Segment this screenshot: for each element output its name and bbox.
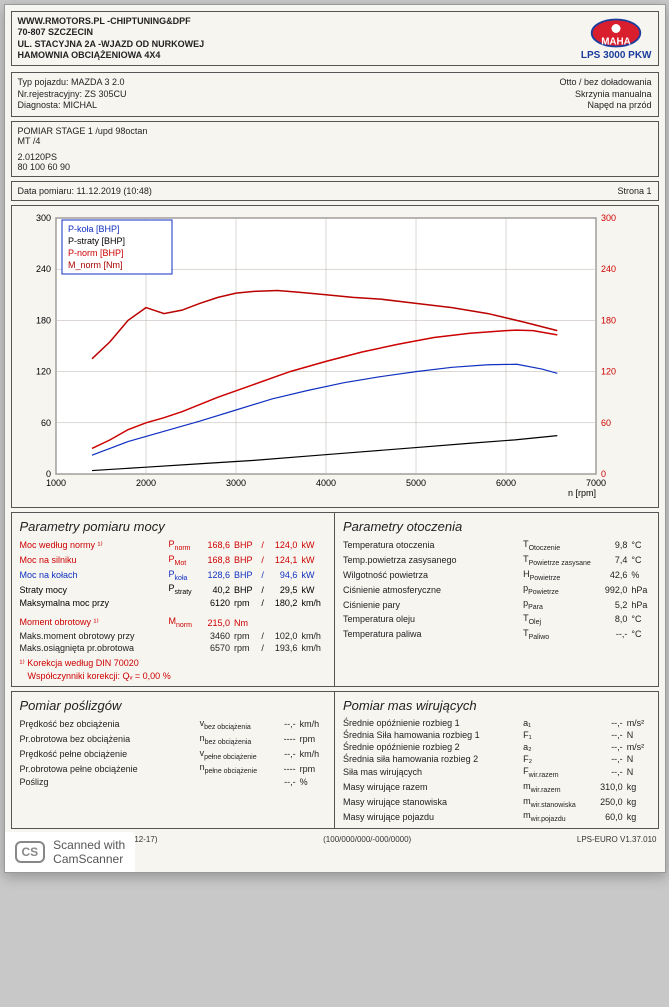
svg-text:300: 300 xyxy=(601,213,616,223)
env-params: Parametry otoczenia Temperatura otoczeni… xyxy=(335,512,659,687)
cs-text: Scanned with CamScanner xyxy=(53,838,125,866)
svg-text:MAHA: MAHA xyxy=(601,37,631,48)
run-line: 2.0120PS xyxy=(18,152,652,162)
svg-text:180: 180 xyxy=(601,315,616,325)
svg-text:0: 0 xyxy=(601,469,606,479)
mass-params: Pomiar mas wirujących Średnie opóźnienie… xyxy=(335,691,659,829)
meta-line: Otto / bez doładowania xyxy=(559,77,651,89)
svg-text:240: 240 xyxy=(35,264,50,274)
svg-text:4000: 4000 xyxy=(315,478,335,488)
dyno-report-page: WWW.RMOTORS.PL -CHIPTUNING&DPF 70-807 SZ… xyxy=(4,4,666,873)
hdr-line: HAMOWNIA OBCIĄŻENIOWA 4X4 xyxy=(18,50,205,61)
date-line: Data pomiaru: 11.12.2019 (10:48) Strona … xyxy=(11,181,659,201)
slip-params: Pomiar poślizgów Prędkość bez obciążenia… xyxy=(11,691,336,829)
run-meta: POMIAR STAGE 1 /upd 98octan MT /4 2.0120… xyxy=(11,121,659,177)
run-line: POMIAR STAGE 1 /upd 98octan xyxy=(18,126,652,136)
svg-text:7000: 7000 xyxy=(585,478,605,488)
hdr-line: WWW.RMOTORS.PL -CHIPTUNING&DPF xyxy=(18,16,205,27)
footer-mid: (100/000/000/-000/0000) xyxy=(323,835,411,844)
measurement-date: Data pomiaru: 11.12.2019 (10:48) xyxy=(18,186,152,196)
svg-text:2000: 2000 xyxy=(135,478,155,488)
page-number: Strona 1 xyxy=(617,186,651,196)
svg-text:P-straty [BHP]: P-straty [BHP] xyxy=(68,236,125,246)
meta-line: Skrzynia manualna xyxy=(559,89,651,101)
mass-table: Średnie opóźnienie rozbieg 1a₁--,-m/s²Śr… xyxy=(341,717,652,824)
meta-line: Diagnosta: MICHAL xyxy=(18,100,127,112)
section-title: Pomiar mas wirujących xyxy=(343,698,652,713)
section-title: Parametry otoczenia xyxy=(343,519,652,534)
svg-text:120: 120 xyxy=(601,367,616,377)
cs-logo-icon: CS xyxy=(15,841,46,863)
svg-text:60: 60 xyxy=(601,418,611,428)
svg-text:1000: 1000 xyxy=(45,478,65,488)
power-params: Parametry pomiaru mocy Moc według normy … xyxy=(11,512,336,687)
company-info: WWW.RMOTORS.PL -CHIPTUNING&DPF 70-807 SZ… xyxy=(18,16,205,61)
svg-text:60: 60 xyxy=(40,418,50,428)
svg-text:180: 180 xyxy=(35,315,50,325)
svg-text:P-norm [BHP]: P-norm [BHP] xyxy=(68,248,124,258)
meta-line: Napęd na przód xyxy=(559,100,651,112)
maha-logo-icon: MAHA xyxy=(589,16,643,50)
section-title: Parametry pomiaru mocy xyxy=(20,519,329,534)
section-title: Pomiar poślizgów xyxy=(20,698,329,713)
svg-text:300: 300 xyxy=(35,213,50,223)
run-line: MT /4 xyxy=(18,136,652,146)
svg-text:6000: 6000 xyxy=(495,478,515,488)
svg-text:5000: 5000 xyxy=(405,478,425,488)
svg-text:P-koła [BHP]: P-koła [BHP] xyxy=(68,224,120,234)
meta-line: Typ pojazdu: MAZDA 3 2.0 xyxy=(18,77,127,89)
run-line: 80 100 60 90 xyxy=(18,162,652,172)
slip-mass-row: Pomiar poślizgów Prędkość bez obciążenia… xyxy=(11,691,659,829)
hdr-line: UL. STACYJNA 2A -WJAZD OD NURKOWEJ xyxy=(18,39,205,50)
svg-text:120: 120 xyxy=(35,367,50,377)
vehicle-right: Otto / bez doładowania Skrzynia manualna… xyxy=(559,77,651,112)
svg-text:3000: 3000 xyxy=(225,478,245,488)
dyno-chart-svg: 1000200030004000500060007000006060120120… xyxy=(16,210,636,500)
env-table: Temperatura otoczeniaTOtoczenie9,8°CTemp… xyxy=(341,538,652,642)
svg-text:240: 240 xyxy=(601,264,616,274)
slip-table: Prędkość bez obciążeniavbez obciążenia--… xyxy=(18,717,329,788)
footer-right: LPS-EURO V1.37.010 xyxy=(577,835,657,844)
power-table: Moc według normy ¹⁾Pnorm168,6BHP/124,0kW… xyxy=(18,538,329,682)
vehicle-meta: Typ pojazdu: MAZDA 3 2.0 Nr.rejestracyjn… xyxy=(11,72,659,117)
maha-logo: MAHA LPS 3000 PKW xyxy=(581,16,652,61)
camscanner-watermark: CS Scanned with CamScanner xyxy=(5,832,136,872)
power-env-row: Parametry pomiaru mocy Moc według normy … xyxy=(11,512,659,687)
dyno-chart: 1000200030004000500060007000006060120120… xyxy=(11,205,659,508)
meta-line: Nr.rejestracyjny: ZS 305CU xyxy=(18,89,127,101)
vehicle-left: Typ pojazdu: MAZDA 3 2.0 Nr.rejestracyjn… xyxy=(18,77,127,112)
svg-text:n [rpm]: n [rpm] xyxy=(567,488,595,498)
svg-text:M_norm [Nm]: M_norm [Nm] xyxy=(68,260,123,270)
hdr-line: 70-807 SZCZECIN xyxy=(18,27,205,38)
lps-model: LPS 3000 PKW xyxy=(581,50,652,61)
header: WWW.RMOTORS.PL -CHIPTUNING&DPF 70-807 SZ… xyxy=(11,11,659,66)
svg-text:0: 0 xyxy=(45,469,50,479)
